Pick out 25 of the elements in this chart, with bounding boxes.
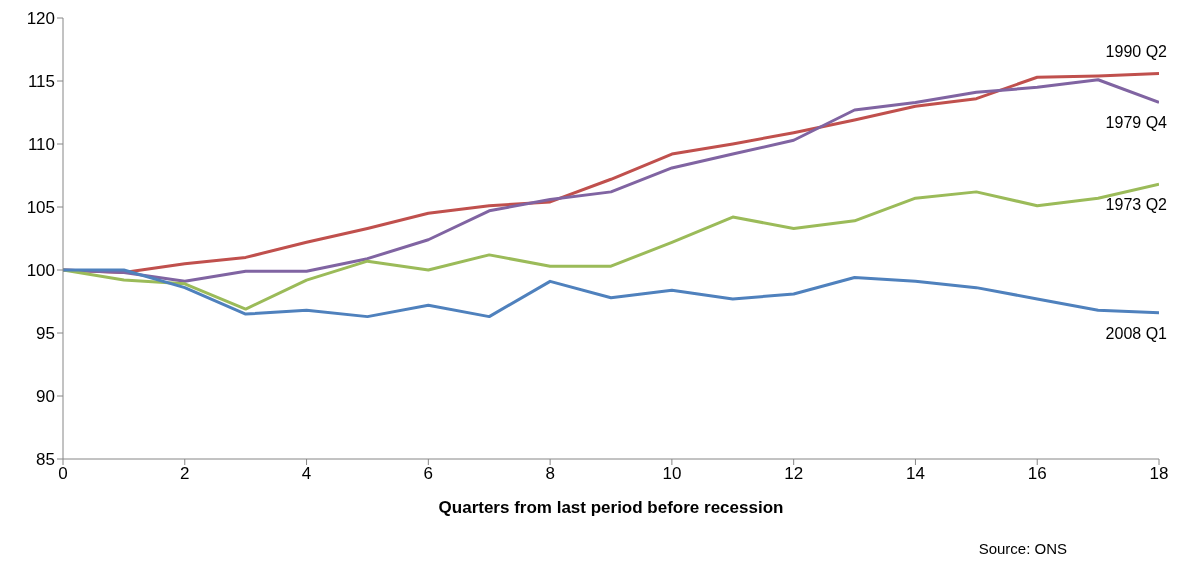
x-tick-label: 0: [58, 464, 68, 484]
y-tick-label: 90: [36, 387, 55, 407]
y-tick-label: 105: [26, 198, 55, 218]
x-tick-label: 18: [1149, 464, 1169, 484]
x-tick-label: 6: [423, 464, 434, 484]
x-tick-label: 14: [905, 464, 925, 484]
series-label: 1990 Q2: [1105, 43, 1168, 61]
series-label: 1973 Q2: [1105, 196, 1168, 214]
x-tick-label: 10: [662, 464, 682, 484]
y-tick-label: 100: [26, 261, 55, 281]
x-tick-label: 12: [784, 464, 804, 484]
y-tick-label: 110: [27, 135, 55, 155]
x-tick-label: 16: [1027, 464, 1047, 484]
y-tick-label: 120: [26, 9, 55, 29]
series-label: 2008 Q1: [1105, 324, 1168, 342]
y-tick-label: 95: [36, 324, 55, 344]
x-tick-label: 8: [545, 464, 555, 484]
x-axis-title: Quarters from last period before recession: [438, 498, 784, 517]
x-tick-label: 2: [180, 464, 190, 484]
series-label: 1979 Q4: [1105, 114, 1168, 132]
x-tick-label: 4: [301, 464, 312, 484]
source-note: Source: ONS: [978, 540, 1067, 557]
line-series: [63, 268, 1159, 319]
y-tick-label: 115: [27, 72, 55, 92]
y-tick-label: 85: [36, 450, 55, 470]
